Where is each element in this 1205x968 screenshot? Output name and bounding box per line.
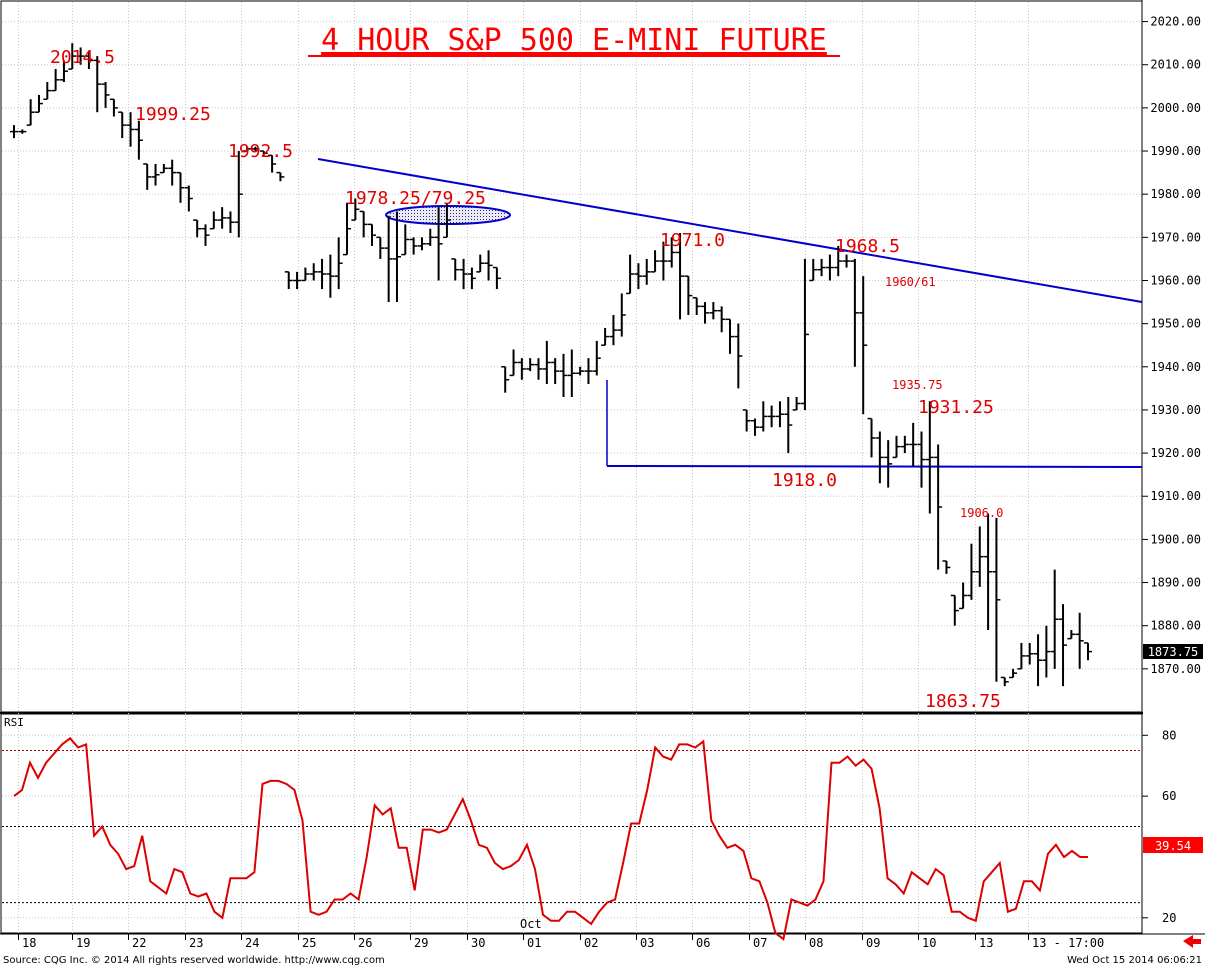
y-tick-label: 1980.00	[1150, 187, 1201, 201]
rsi-tick-label: 20	[1162, 911, 1176, 925]
annotation-1968-5: 1968.5	[835, 236, 900, 257]
annotation-1863-75: 1863.75	[925, 691, 1001, 712]
y-tick-label: 1910.00	[1150, 489, 1201, 503]
double-top-ellipse	[385, 205, 511, 225]
y-tick-label: 1890.00	[1150, 576, 1201, 590]
last-price-value: 1873.75	[1148, 645, 1199, 659]
rsi-value-tag	[1143, 837, 1203, 853]
x-tick-label: 30	[471, 936, 485, 950]
x-tick-label: 03	[640, 936, 654, 950]
rsi-tick-label: 80	[1162, 728, 1176, 742]
annotation-1960-61: 1960/61	[885, 275, 936, 289]
x-tick-label: 01	[527, 936, 541, 950]
rsi-axis: 80 60 20	[2, 728, 1176, 925]
y-tick-label: 1880.00	[1150, 619, 1201, 633]
x-tick-label: 09	[866, 936, 880, 950]
month-label: Oct	[520, 917, 542, 931]
x-tick-label: 10	[922, 936, 936, 950]
x-tick-label: 23	[189, 936, 203, 950]
x-tick-label: 02	[584, 936, 598, 950]
y-tick-label: 1900.00	[1150, 532, 1201, 546]
ohlc-bars	[10, 43, 1092, 687]
y-tick-label: 2020.00	[1150, 15, 1201, 29]
x-tick-label: 18	[22, 936, 36, 950]
x-tick-label: 29	[414, 936, 428, 950]
source-footer: Source: CQG Inc. © 2014 All rights reser…	[3, 955, 385, 966]
x-tick-label: 13	[979, 936, 993, 950]
last-price-tag	[1143, 644, 1203, 659]
time-axis: 18 19 22 23 24 25 26 29 30 01 02 03 06 07 08 09 10 13 13 -…	[18, 934, 1104, 950]
annotation-1992-5: 1992.5	[228, 141, 293, 162]
rsi-reference-lines	[2, 750, 1142, 904]
rsi-tick-label: 60	[1162, 789, 1176, 803]
annotation-1906: 1906.0	[960, 506, 1003, 520]
x-tick-label: 08	[809, 936, 823, 950]
y-tick-label: 1940.00	[1150, 360, 1201, 374]
y-tick-label: 1930.00	[1150, 403, 1201, 417]
annotation-1918: 1918.0	[772, 470, 837, 491]
support-line	[606, 465, 1143, 468]
y-tick-label: 1870.00	[1150, 662, 1201, 676]
annotation-1935-75: 1935.75	[892, 378, 943, 392]
y-tick-label: 2000.00	[1150, 101, 1201, 115]
x-tick-label: 25	[302, 936, 316, 950]
x-tick-label: 26	[358, 936, 372, 950]
y-tick-label: 1920.00	[1150, 446, 1201, 460]
chart-title: 4 HOUR S&P 500 E-MINI FUTURE	[321, 23, 827, 58]
x-tick-label: 24	[245, 936, 259, 950]
y-tick-label: 1990.00	[1150, 144, 1201, 158]
annotation-1999-25: 1999.25	[135, 104, 211, 125]
rsi-value: 39.54	[1155, 839, 1191, 853]
x-tick-label: 22	[132, 936, 146, 950]
timestamp-footer: Wed Oct 15 2014 06:06:21	[1067, 955, 1202, 966]
annotation-2014-5: 2014.5	[50, 47, 115, 68]
x-tick-label: 06	[696, 936, 710, 950]
y-tick-label: 2010.00	[1150, 58, 1201, 72]
red-left-arrow-icon[interactable]	[1183, 935, 1201, 948]
x-tick-label: 13 - 17:00	[1032, 936, 1104, 950]
rsi-label: RSI	[4, 716, 24, 729]
rsi-line	[13, 736, 1088, 941]
y-tick-label: 1950.00	[1150, 317, 1201, 331]
y-tick-label: 1970.00	[1150, 230, 1201, 244]
descending-trendline	[317, 158, 1143, 303]
annotation-1931-25: 1931.25	[918, 397, 994, 418]
rsi-pane-frame	[0, 713, 1143, 934]
x-tick-label: 07	[753, 936, 767, 950]
y-tick-label: 1960.00	[1150, 273, 1201, 287]
x-tick-label: 19	[76, 936, 90, 950]
annotation-1978-25: 1978.25/79.25	[345, 188, 486, 209]
annotation-1971: 1971.0	[660, 230, 725, 251]
